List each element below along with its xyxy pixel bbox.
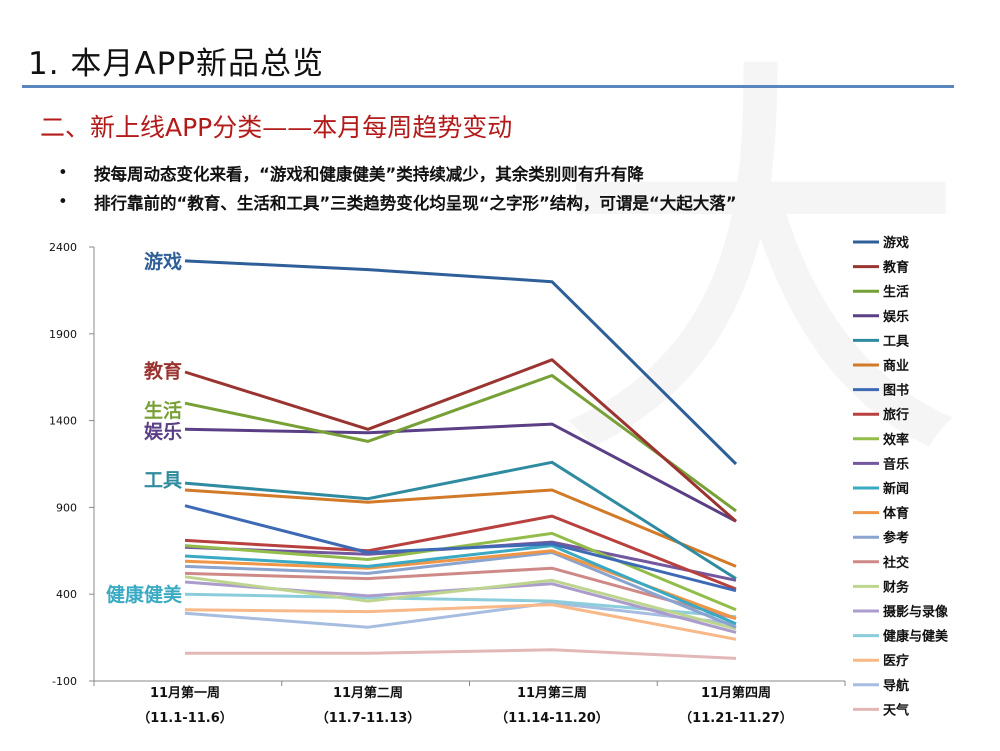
series-line-工具 (184, 460, 737, 580)
legend-label: 医疗 (883, 653, 909, 669)
y-tick-label: 1900 (49, 328, 77, 341)
x-category-label: 11月第二周 (333, 685, 403, 701)
page-title: 1. 本月APP新品总览 (28, 46, 325, 82)
y-tick-label: 900 (56, 501, 77, 514)
legend-label: 生活 (883, 284, 909, 300)
series-annotation: 工具 (144, 470, 182, 492)
x-category-sublabel: （11.1-11.6） (137, 710, 233, 726)
legend-label: 娱乐 (883, 309, 909, 325)
y-tick-label: -100 (52, 675, 77, 688)
series-line-新闻 (184, 544, 737, 626)
bullet-text: 按每周动态变化来看，“游戏和健康健美”类持续减少，其余类别则有升有降 (94, 164, 644, 184)
y-tick-label: 1400 (49, 415, 77, 428)
x-category-label: 11月第四周 (701, 685, 771, 701)
series-line-娱乐 (184, 422, 737, 523)
legend-label: 音乐 (883, 456, 909, 472)
series-line-生活 (184, 374, 737, 513)
series-line-商业 (184, 488, 737, 568)
series-annotation: 娱乐 (144, 420, 182, 443)
x-category-sublabel: （11.21-11.27） (679, 710, 793, 726)
series-line-社交 (184, 566, 737, 620)
legend-label: 财务 (883, 579, 910, 595)
series-annotation: 生活 (144, 399, 182, 422)
x-category-label: 11月第一周 (150, 685, 220, 701)
bullet-list: • 按每周动态变化来看，“游戏和健康健美”类持续减少，其余类别则有升有降 • 排… (58, 158, 737, 216)
bullet-dot: • (58, 192, 68, 211)
legend-label: 新闻 (883, 481, 909, 497)
legend-label: 体育 (883, 506, 909, 522)
x-category-sublabel: （11.14-11.20） (495, 710, 609, 726)
x-category-sublabel: （11.7-11.13） (316, 710, 421, 726)
legend-label: 参考 (883, 530, 909, 546)
bullet-item: • 排行靠前的“教育、生活和工具”三类趋势变化均呈现“之字形”结构，可谓是“大起… (58, 187, 737, 216)
bullet-text: 排行靠前的“教育、生活和工具”三类趋势变化均呈现“之字形”结构，可谓是“大起大落… (94, 193, 737, 213)
legend-label: 健康与健美 (883, 629, 949, 645)
legend-label: 天气 (883, 702, 909, 718)
series-line-导航 (184, 601, 737, 629)
section-title: 二、新上线APP分类——本月每周趋势变动 (40, 113, 513, 142)
legend-label: 效率 (883, 432, 909, 448)
series-line-效率 (184, 531, 737, 612)
title-divider (22, 85, 954, 88)
legend-label: 工具 (883, 334, 909, 349)
bullet-item: • 按每周动态变化来看，“游戏和健康健美”类持续减少，其余类别则有升有降 (58, 158, 737, 187)
series-line-财务 (184, 575, 737, 631)
y-tick-label: 400 (56, 588, 77, 601)
series-line-参考 (184, 551, 737, 629)
legend-label: 社交 (882, 555, 909, 571)
series-line-医疗 (184, 603, 737, 641)
series-annotation: 游戏 (144, 250, 182, 273)
legend-label: 图书 (883, 383, 909, 399)
series-line-旅行 (184, 514, 737, 591)
series-line-游戏 (184, 259, 738, 466)
x-category-label: 11月第三周 (517, 685, 587, 701)
series-line-天气 (185, 648, 737, 660)
series-line-图书 (184, 504, 737, 593)
series-annotation: 教育 (144, 359, 182, 382)
legend-label: 游戏 (883, 235, 909, 251)
legend-label: 摄影与录像 (883, 604, 949, 620)
legend-label: 商业 (883, 358, 909, 374)
series-line-教育 (184, 358, 737, 523)
series-annotation: 健康健美 (106, 583, 183, 606)
bullet-dot: • (58, 163, 68, 182)
legend-label: 教育 (882, 260, 909, 276)
y-tick-label: 2400 (49, 241, 77, 254)
legend-label: 导航 (883, 678, 909, 694)
legend-label: 旅行 (883, 407, 909, 423)
